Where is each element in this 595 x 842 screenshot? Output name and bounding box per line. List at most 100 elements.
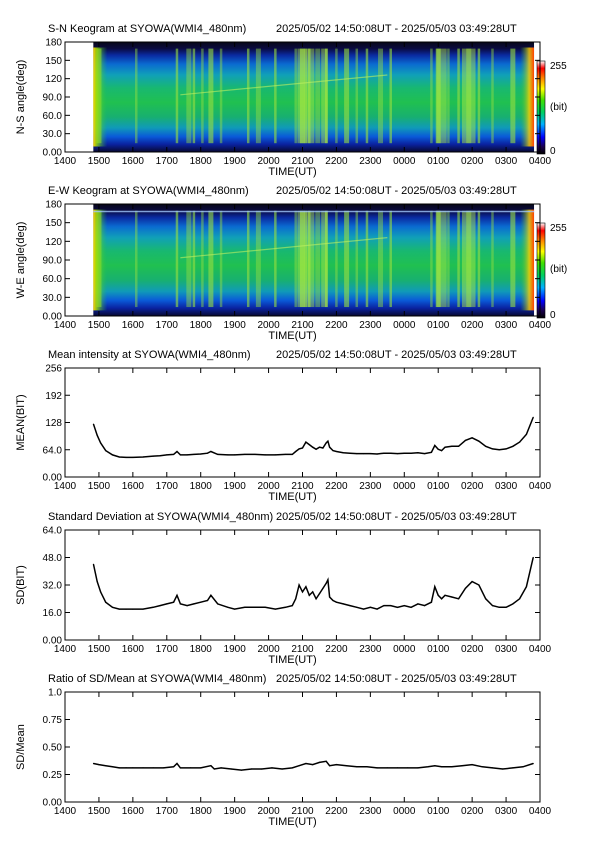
aurora-band	[466, 48, 472, 144]
series-point	[383, 452, 385, 454]
series-point	[525, 433, 528, 436]
series-point	[308, 594, 310, 596]
series-point	[481, 766, 483, 768]
series-point	[410, 452, 412, 454]
aurora-band	[491, 210, 494, 308]
series-point	[444, 594, 446, 596]
y-tick-label: 1.0	[48, 688, 62, 699]
series-point	[176, 450, 178, 453]
series-point	[396, 767, 399, 769]
aurora-region	[321, 210, 328, 308]
series-point	[451, 596, 453, 598]
series-point	[349, 605, 351, 607]
series-point	[312, 446, 314, 448]
series-point	[471, 764, 473, 766]
x-tick-label: 1700	[156, 806, 179, 817]
series-point	[441, 598, 443, 600]
series-point	[118, 456, 120, 458]
x-tick-label: 2000	[257, 481, 280, 492]
series-point	[519, 598, 521, 600]
series-point	[179, 454, 181, 456]
y-tick-label: 0.00	[43, 636, 63, 647]
series-point	[132, 456, 134, 459]
series-point	[369, 606, 371, 608]
x-tick-label: 0200	[461, 156, 484, 167]
series-point	[478, 440, 480, 442]
series-point	[390, 452, 392, 454]
y-axis-label: SD/Mean	[15, 724, 27, 770]
x-tick-label: 0200	[461, 806, 484, 817]
series-point	[264, 606, 266, 608]
series-point	[478, 584, 480, 586]
series-point	[230, 768, 232, 770]
x-tick-label: 2300	[359, 156, 382, 167]
series-point	[437, 448, 439, 450]
series-point	[176, 594, 178, 596]
x-tick-label: 1400	[54, 156, 77, 167]
x-tick-label: 1800	[190, 481, 213, 492]
aurora-band	[255, 210, 261, 308]
x-tick-label: 1700	[156, 644, 179, 655]
series-point	[424, 452, 426, 455]
series-point	[444, 446, 446, 448]
x-tick-label: 2000	[257, 806, 280, 817]
series-line	[92, 557, 534, 610]
panel-time-range: 2025/05/02 14:50:08UT - 2025/05/03 03:49…	[276, 23, 517, 35]
x-tick-label: 0300	[495, 644, 518, 655]
x-axis-label: TIME(UT)	[268, 654, 316, 666]
x-tick-label: 1500	[88, 644, 111, 655]
x-tick-label: 2200	[325, 320, 348, 331]
series-point	[193, 603, 195, 605]
series-point	[291, 767, 293, 769]
series-point	[366, 766, 368, 768]
aurora-band	[300, 48, 305, 144]
x-tick-label: 2100	[291, 156, 314, 167]
series-point	[522, 766, 524, 768]
aurora-region	[461, 210, 476, 308]
aurora-band	[274, 210, 277, 308]
series-point	[100, 591, 102, 593]
x-tick-label: 1800	[190, 644, 213, 655]
series-point	[105, 765, 107, 767]
aurora-arc	[180, 74, 388, 96]
series-point	[441, 766, 443, 768]
aurora-band	[365, 48, 369, 144]
x-axis-label: TIME(UT)	[268, 166, 316, 178]
y-tick-label: 30.0	[43, 129, 63, 140]
series-point	[491, 448, 494, 450]
series-point	[485, 598, 487, 600]
aurora-band	[457, 210, 460, 308]
series-point	[210, 765, 212, 767]
series-point	[396, 606, 399, 608]
x-tick-label: 0000	[393, 481, 416, 492]
series-point	[172, 453, 175, 456]
aurora-band	[355, 48, 359, 144]
x-tick-label: 0200	[461, 644, 484, 655]
colorbar-unit-label: (bit)	[550, 264, 567, 275]
series-point	[512, 767, 514, 769]
series-point	[111, 766, 114, 768]
series-point	[193, 453, 195, 456]
series-point	[220, 767, 222, 769]
x-tick-label: 0100	[427, 156, 450, 167]
series-point	[407, 767, 409, 769]
y-tick-label: 0.00	[43, 473, 63, 484]
series-point	[200, 601, 202, 603]
series-point	[332, 599, 334, 602]
x-tick-label: 1500	[88, 156, 111, 167]
series-point	[315, 598, 317, 600]
y-tick-label: 90.0	[43, 256, 63, 267]
series-point	[152, 767, 154, 769]
series-point	[329, 765, 331, 767]
series-point	[200, 767, 202, 769]
keogram-edge-start	[93, 47, 108, 147]
series-point	[498, 449, 500, 451]
aurora-band	[510, 210, 516, 308]
x-tick-label: 2300	[359, 320, 382, 331]
aurora-band	[389, 48, 392, 144]
aurora-band	[344, 48, 350, 144]
aurora-band	[457, 48, 460, 144]
x-tick-label: 1900	[224, 644, 247, 655]
x-tick-label: 2300	[359, 806, 382, 817]
series-point	[217, 603, 219, 605]
